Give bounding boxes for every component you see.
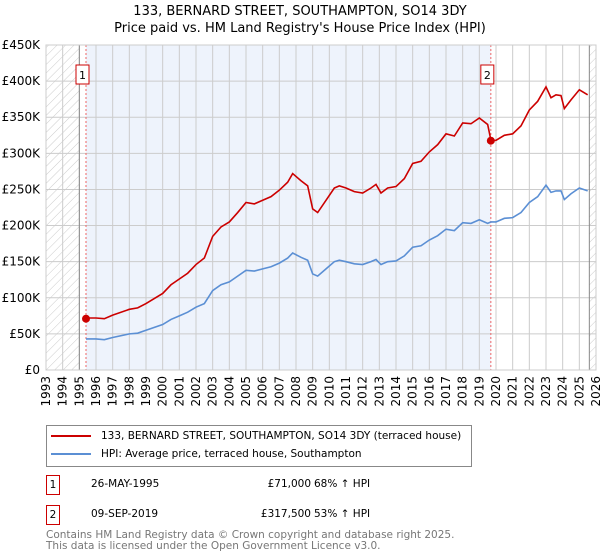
y-tick-label: £250K <box>2 182 42 196</box>
x-tick-label: 2016 <box>422 376 436 407</box>
x-tick-label: 2013 <box>372 376 386 407</box>
x-tick-label: 2021 <box>506 376 520 407</box>
y-tick-label: £100K <box>2 291 42 305</box>
x-tick-label: 2010 <box>322 376 336 407</box>
footer: Contains HM Land Registry data © Crown c… <box>46 530 454 552</box>
x-tick-label: 2002 <box>189 376 203 407</box>
x-tick-label: 2025 <box>572 376 586 407</box>
y-tick-label: £400K <box>2 74 42 88</box>
x-tick-label: 2006 <box>256 376 270 407</box>
property-line <box>86 85 589 320</box>
x-tick-label: 1993 <box>39 376 53 407</box>
sale-marker: 1 <box>46 475 60 495</box>
x-tick-label: 2012 <box>356 376 370 407</box>
x-tick-label: 1994 <box>56 376 70 407</box>
x-tick-label: 2026 <box>589 376 600 407</box>
hatched-region <box>589 45 596 370</box>
x-tick-label: 1998 <box>122 376 136 407</box>
x-tick-label: 2015 <box>406 376 420 407</box>
sale-label: 2 <box>484 69 491 82</box>
x-tick-label: 2017 <box>439 376 453 407</box>
x-tick-label: 2009 <box>306 376 320 407</box>
legend: 133, BERNARD STREET, SOUTHAMPTON, SO14 3… <box>46 425 472 467</box>
legend-item-hpi: HPI: Average price, terraced house, Sout… <box>51 448 362 460</box>
x-tick-label: 1997 <box>106 376 120 407</box>
legend-swatch-blue <box>51 453 91 455</box>
y-tick-label: £450K <box>2 38 42 52</box>
x-tick-label: 2003 <box>206 376 220 407</box>
x-tick-label: 2005 <box>239 376 253 407</box>
ownership-band <box>86 45 491 370</box>
sale-price: £317,500 <box>260 508 311 520</box>
x-tick-label: 2023 <box>539 376 553 407</box>
x-tick-label: 2014 <box>389 376 403 407</box>
legend-item-property: 133, BERNARD STREET, SOUTHAMPTON, SO14 3… <box>51 430 461 442</box>
x-tick-label: 2000 <box>156 376 170 407</box>
chart-subtitle: Price paid vs. HM Land Registry's House … <box>114 21 486 36</box>
legend-label: 133, BERNARD STREET, SOUTHAMPTON, SO14 3… <box>101 430 462 442</box>
x-tick-label: 2001 <box>172 376 186 407</box>
sale-hpi: 68% ↑ HPI <box>314 478 371 490</box>
sale-price: £71,000 <box>267 478 311 490</box>
sale-marker: 2 <box>46 505 60 525</box>
sale-row: 1 26-MAY-1995 £71,000 68% ↑ HPI <box>46 475 446 495</box>
plot-border <box>45 44 597 371</box>
x-tick-label: 2007 <box>272 376 286 407</box>
x-tick-label: 2019 <box>472 376 486 407</box>
footer-line: Contains HM Land Registry data © Crown c… <box>46 529 455 541</box>
x-tick-label: 1996 <box>89 376 103 407</box>
sale-hpi: 53% ↑ HPI <box>314 508 371 520</box>
legend-swatch-red <box>51 435 91 437</box>
sale-label: 1 <box>79 69 86 82</box>
x-tick-label: 1999 <box>139 376 153 407</box>
sale-row: 2 09-SEP-2019 £317,500 53% ↑ HPI <box>46 505 446 525</box>
y-tick-label: £50K <box>9 327 41 341</box>
x-tick-label: 2022 <box>522 376 536 407</box>
y-tick-label: £0 <box>25 363 40 377</box>
sale-label-box <box>480 64 495 85</box>
hpi-line <box>86 183 588 341</box>
x-tick-label: 2018 <box>456 376 470 407</box>
chart-title: 133, BERNARD STREET, SOUTHAMPTON, SO14 3… <box>133 4 467 19</box>
x-tick-label: 2020 <box>489 376 503 407</box>
x-tick-label: 2008 <box>289 376 303 407</box>
y-tick-label: £300K <box>2 146 42 160</box>
sale-label-box <box>75 64 90 85</box>
x-tick-label: 1995 <box>72 376 86 407</box>
y-tick-label: £150K <box>2 255 42 269</box>
sale-point <box>82 314 90 323</box>
y-tick-label: £200K <box>2 219 42 233</box>
sale-date: 09-SEP-2019 <box>91 508 159 520</box>
footer-line: This data is licensed under the Open Gov… <box>46 540 381 552</box>
sale-date: 26-MAY-1995 <box>91 478 160 490</box>
price-chart: 1993 1994 1995 1996 1997 1998 1999 2000 2001 2002… <box>2 38 600 407</box>
y-tick-label: £350K <box>2 110 42 124</box>
legend-label: HPI: Average price, terraced house, Sout… <box>101 448 362 460</box>
x-tick-label: 2011 <box>339 376 353 407</box>
sale-point <box>486 136 495 145</box>
x-tick-label: 2024 <box>556 376 570 407</box>
x-tick-label: 2004 <box>222 376 236 407</box>
